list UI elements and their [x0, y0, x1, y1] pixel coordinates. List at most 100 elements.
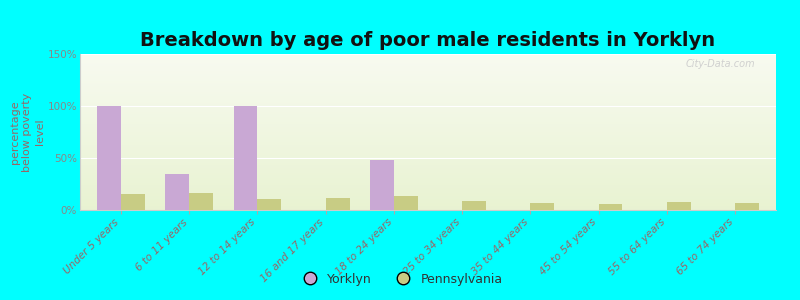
- Bar: [80, 140, 776, 141]
- Bar: [80, 67, 776, 68]
- Bar: [80, 142, 776, 143]
- Bar: [80, 115, 776, 116]
- Bar: [80, 99, 776, 100]
- Bar: [80, 157, 776, 158]
- Bar: [80, 173, 776, 174]
- Bar: [80, 118, 776, 119]
- Bar: [80, 134, 776, 135]
- Bar: [80, 106, 776, 107]
- Bar: [80, 193, 776, 194]
- Bar: [80, 166, 776, 167]
- Bar: [80, 56, 776, 57]
- Bar: [80, 204, 776, 205]
- Bar: [80, 121, 776, 122]
- Bar: [80, 169, 776, 170]
- Bar: [80, 168, 776, 169]
- Bar: [80, 186, 776, 187]
- Bar: [80, 89, 776, 90]
- Bar: [80, 197, 776, 198]
- Bar: [80, 164, 776, 165]
- Bar: [80, 72, 776, 73]
- Bar: [80, 187, 776, 188]
- Bar: [80, 100, 776, 101]
- Bar: [80, 172, 776, 173]
- Bar: [80, 90, 776, 91]
- Bar: [80, 144, 776, 145]
- Bar: [80, 113, 776, 114]
- Bar: [370, 160, 394, 210]
- Bar: [80, 66, 776, 67]
- Bar: [80, 209, 776, 210]
- Bar: [80, 77, 776, 78]
- Bar: [80, 159, 776, 160]
- Bar: [80, 107, 776, 108]
- Bar: [80, 145, 776, 146]
- Bar: [80, 93, 776, 94]
- Bar: [80, 103, 776, 104]
- Bar: [80, 203, 776, 204]
- Bar: [80, 207, 776, 208]
- Bar: [80, 122, 776, 123]
- Bar: [80, 185, 776, 186]
- Bar: [80, 202, 776, 203]
- Bar: [80, 125, 776, 126]
- Bar: [80, 178, 776, 179]
- Bar: [80, 82, 776, 83]
- Bar: [80, 137, 776, 138]
- Bar: [80, 62, 776, 63]
- Bar: [80, 58, 776, 59]
- Bar: [80, 112, 776, 113]
- Bar: [598, 204, 622, 210]
- Bar: [80, 165, 776, 166]
- Bar: [80, 195, 776, 196]
- Bar: [80, 153, 776, 154]
- Bar: [80, 102, 776, 103]
- Bar: [80, 135, 776, 136]
- Bar: [80, 174, 776, 175]
- Bar: [80, 200, 776, 201]
- Bar: [166, 174, 189, 210]
- Bar: [80, 61, 776, 62]
- Bar: [80, 88, 776, 89]
- Bar: [80, 180, 776, 181]
- Bar: [97, 106, 121, 210]
- Bar: [394, 196, 418, 210]
- Bar: [80, 170, 776, 171]
- Bar: [80, 74, 776, 75]
- Bar: [326, 197, 350, 210]
- Bar: [80, 71, 776, 72]
- Bar: [80, 189, 776, 190]
- Bar: [80, 131, 776, 132]
- Bar: [735, 203, 759, 210]
- Bar: [80, 75, 776, 76]
- Bar: [80, 126, 776, 127]
- Bar: [80, 191, 776, 192]
- Bar: [80, 167, 776, 168]
- Bar: [80, 128, 776, 129]
- Bar: [80, 65, 776, 66]
- Bar: [80, 116, 776, 117]
- Bar: [80, 57, 776, 58]
- Title: Breakdown by age of poor male residents in Yorklyn: Breakdown by age of poor male residents …: [141, 31, 715, 50]
- Bar: [80, 97, 776, 98]
- Bar: [80, 70, 776, 71]
- Bar: [189, 194, 213, 210]
- Bar: [80, 156, 776, 157]
- Bar: [80, 147, 776, 148]
- Bar: [80, 55, 776, 56]
- Bar: [80, 149, 776, 150]
- Bar: [80, 158, 776, 159]
- Bar: [80, 76, 776, 77]
- Bar: [80, 136, 776, 137]
- Bar: [80, 196, 776, 197]
- Bar: [80, 83, 776, 84]
- Legend: Yorklyn, Pennsylvania: Yorklyn, Pennsylvania: [292, 268, 508, 291]
- Bar: [80, 64, 776, 65]
- Bar: [80, 94, 776, 95]
- Bar: [80, 198, 776, 199]
- Bar: [80, 162, 776, 163]
- Bar: [80, 114, 776, 115]
- Bar: [80, 183, 776, 184]
- Bar: [80, 177, 776, 178]
- Bar: [80, 181, 776, 182]
